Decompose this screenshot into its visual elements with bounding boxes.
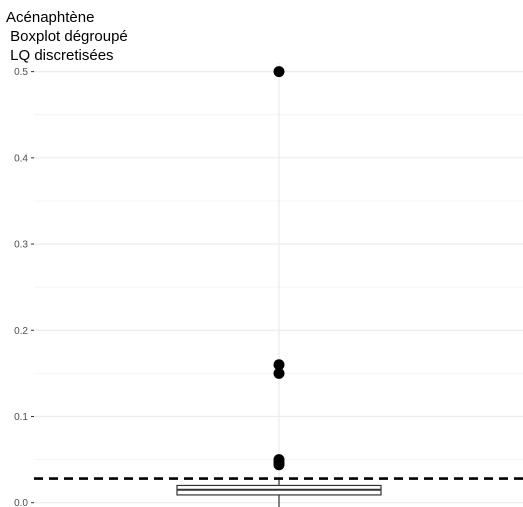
outlier-point (273, 459, 285, 471)
title-line-3: LQ discretisées (6, 47, 114, 64)
box-and-whisker (176, 478, 382, 507)
y-tick-label: 0.2 (14, 326, 28, 337)
title-line-2: Boxplot dégroupé (6, 28, 128, 45)
y-tick-label: 0.3 (14, 240, 28, 251)
chart-title: Acénaphtène Boxplot dégroupé LQ discreti… (6, 8, 128, 65)
y-tick-label: 0.4 (14, 153, 28, 164)
title-line-1: Acénaphtène (6, 9, 95, 26)
y-axis-ticks: 0.0 0.1 0.2 0.3 0.4 0.5 (14, 67, 34, 507)
outlier-point (273, 359, 285, 371)
outlier-point (273, 367, 285, 379)
y-tick-label: 0.0 (14, 498, 28, 507)
y-tick-label: 0.5 (14, 67, 28, 78)
outlier-point (273, 66, 285, 78)
y-tick-label: 0.1 (14, 412, 28, 423)
outlier-points (273, 66, 285, 471)
